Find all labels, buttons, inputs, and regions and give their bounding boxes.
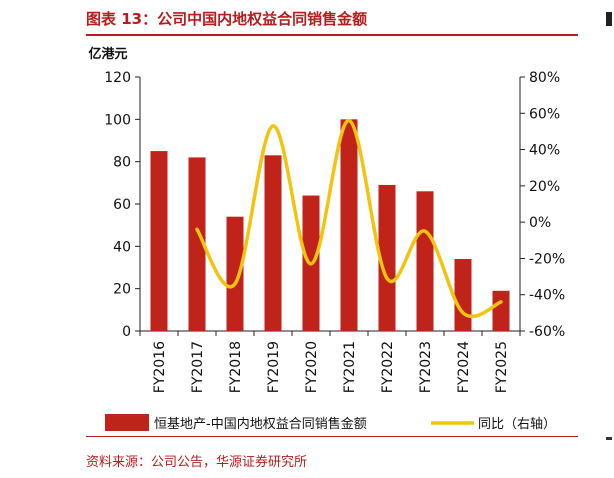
yoy-line — [195, 118, 503, 319]
x-tick-label: FY2018 — [228, 341, 244, 393]
x-tick-label: FY2022 — [380, 341, 396, 393]
legend-swatch-bar — [105, 414, 149, 431]
figure-title: 图表 13：公司中国内地权益合同销售金额 — [86, 10, 368, 28]
right-tick-label: -20% — [529, 251, 565, 267]
left-tick-label: 0 — [122, 324, 131, 340]
right-tick-label: -60% — [529, 324, 565, 340]
right-tick-label: 0% — [529, 215, 551, 231]
left-tick-label: 40 — [113, 239, 131, 255]
x-tick-label: FY2021 — [342, 341, 358, 393]
bar-series — [150, 119, 510, 331]
right-tick-label: 60% — [529, 106, 560, 122]
x-tick-label: FY2024 — [456, 341, 472, 393]
left-tick-label: 120 — [104, 70, 131, 86]
line-series — [195, 118, 503, 319]
left-tick-label: 80 — [113, 155, 131, 171]
right-tick-label: 20% — [529, 179, 560, 195]
bar — [340, 119, 358, 331]
source-note: 资料来源：公司公告，华源证券研究所 — [86, 455, 308, 470]
bar — [492, 290, 510, 331]
right-tick-label: 80% — [529, 70, 560, 86]
x-tick-label: FY2025 — [494, 341, 510, 393]
x-tick-label: FY2020 — [304, 341, 320, 393]
right-tick-label: -40% — [529, 288, 565, 304]
bar — [150, 151, 168, 331]
x-tick-label: FY2017 — [190, 341, 206, 393]
title-rule — [86, 34, 578, 36]
axes: 0 20 40 60 80 100 120 亿港元 -60% -40% -20% 0% 20% 40% 60… — [88, 46, 565, 340]
left-tick-label: 20 — [113, 282, 131, 298]
x-tick-labels: FY2016 FY2017 FY2018 FY2019 FY2020 FY2021 FY20… — [152, 341, 510, 393]
bar — [454, 259, 472, 331]
left-tick-label: 100 — [104, 112, 131, 128]
x-tick-label: FY2019 — [266, 341, 282, 393]
legend: 恒基地产-中国内地权益合同销售金额 同比（右轴） — [105, 414, 556, 432]
x-tick-label: FY2023 — [418, 341, 434, 393]
legend-label-line: 同比（右轴） — [478, 417, 556, 432]
source-rule — [86, 436, 578, 437]
bar — [416, 191, 434, 331]
adjacent-figure-edge — [606, 12, 612, 26]
left-tick-label: 60 — [113, 197, 131, 213]
adjacent-figure-edge-2 — [606, 437, 612, 440]
right-tick-label: 40% — [529, 143, 560, 159]
bar — [188, 157, 206, 331]
bar — [226, 216, 244, 331]
left-axis-unit: 亿港元 — [88, 46, 127, 62]
x-tick-label: FY2016 — [152, 341, 168, 393]
legend-label-bar: 恒基地产-中国内地权益合同销售金额 — [154, 416, 367, 432]
bar — [378, 184, 396, 331]
bar — [264, 155, 282, 331]
